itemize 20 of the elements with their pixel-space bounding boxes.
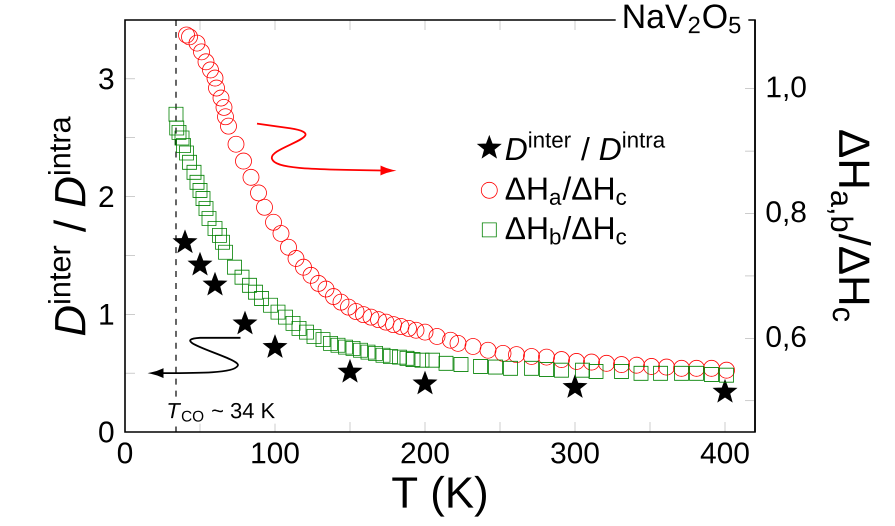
y-tick-label: 2	[100, 186, 114, 208]
x-tick-label: 0	[118, 442, 132, 464]
x-tick-label: 400	[700, 442, 749, 464]
y-axis-title: D$^{inter}$ / D$^{intra}$	[48, 116, 86, 336]
legend-label: D$^{inter}$ / D$^{intra}$	[506, 131, 666, 160]
x-tick-label: 300	[551, 442, 599, 464]
x-tick-label: 200	[402, 442, 449, 464]
y-tick-label: 0	[99, 421, 114, 443]
y2-tick-label: 0,8	[766, 201, 806, 226]
y-tick-label: 3	[99, 68, 114, 90]
y2-tick-label: 1,0	[768, 76, 806, 102]
x-axis-title: T (K)	[392, 476, 486, 517]
y2-tick-label: 0,6	[766, 326, 806, 351]
y-tick-label: 1	[100, 304, 114, 325]
chart-title: NaV$_{2}$O$_{5}$	[624, 4, 740, 34]
legend-label: ΔH$_{b}$/ΔH$_{c}$	[506, 216, 626, 245]
y2-axis-title: ΔH$_{a,b}$/ΔH$_{c}$	[827, 130, 871, 322]
ref-line-label: T$_{CO}$ ~ 34 K	[168, 402, 275, 422]
x-tick-label: 100	[252, 442, 299, 464]
legend-label: ΔH$_{a}$/ΔH$_{c}$	[506, 176, 626, 205]
